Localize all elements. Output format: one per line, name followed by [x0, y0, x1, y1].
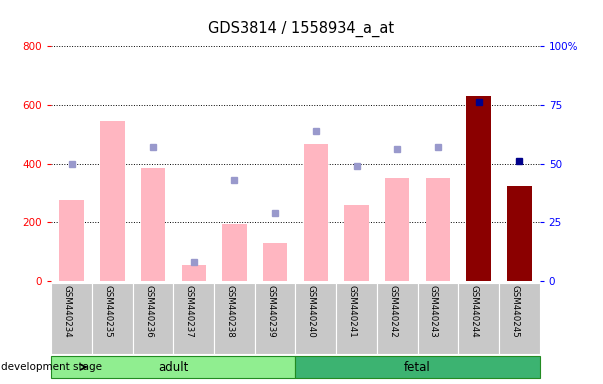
Text: GSM440243: GSM440243 [429, 285, 438, 338]
Text: GSM440236: GSM440236 [144, 285, 153, 338]
Bar [336, 283, 377, 354]
Text: GSM440238: GSM440238 [226, 285, 235, 338]
Bar [51, 283, 92, 354]
Text: GSM440242: GSM440242 [388, 285, 397, 338]
Bar [295, 356, 540, 378]
Text: GSM440234: GSM440234 [63, 285, 72, 338]
Bar [507, 185, 532, 281]
Text: development stage: development stage [1, 362, 102, 372]
Bar [133, 283, 174, 354]
Text: fetal: fetal [404, 361, 431, 374]
Bar [174, 283, 214, 354]
Bar [304, 144, 328, 281]
Bar [417, 283, 458, 354]
Bar [377, 283, 417, 354]
Text: GSM440237: GSM440237 [185, 285, 194, 338]
Text: GSM440239: GSM440239 [266, 285, 275, 338]
Bar [92, 283, 133, 354]
Bar [295, 283, 336, 354]
Text: GSM440240: GSM440240 [307, 285, 316, 338]
Bar [214, 283, 254, 354]
Text: GSM440241: GSM440241 [347, 285, 356, 338]
Text: adult: adult [158, 361, 189, 374]
Bar [426, 178, 450, 281]
Text: GSM440235: GSM440235 [103, 285, 112, 338]
Bar [458, 283, 499, 354]
Bar [344, 205, 368, 281]
Bar [141, 168, 165, 281]
Text: GSM440244: GSM440244 [470, 285, 479, 338]
Bar [223, 224, 247, 281]
Bar [385, 178, 409, 281]
Bar [467, 96, 491, 281]
Bar [100, 121, 125, 281]
Bar [51, 356, 295, 378]
Bar [263, 243, 287, 281]
Bar [60, 200, 84, 281]
Text: GDS3814 / 1558934_a_at: GDS3814 / 1558934_a_at [209, 21, 394, 37]
Bar [182, 265, 206, 281]
Text: GSM440245: GSM440245 [510, 285, 519, 338]
Bar [499, 283, 540, 354]
Bar [254, 283, 295, 354]
